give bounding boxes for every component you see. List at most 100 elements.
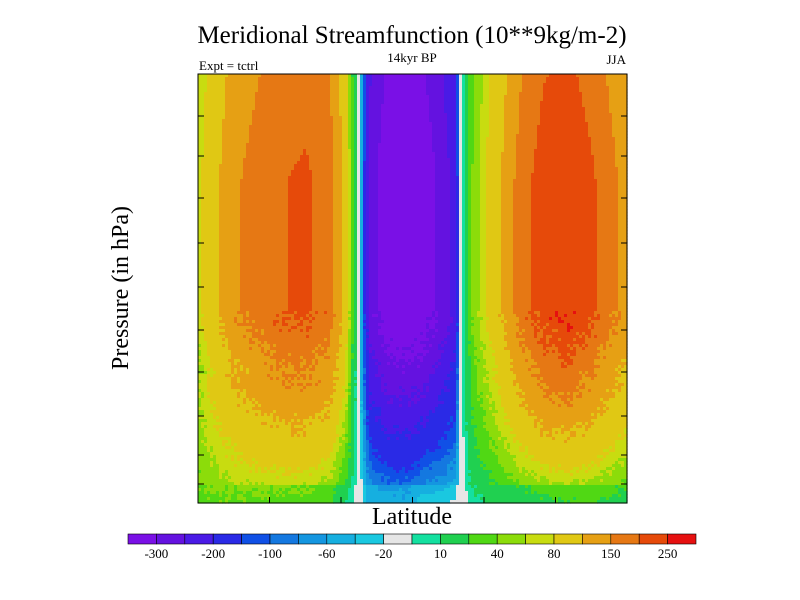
contour-cell xyxy=(267,350,271,354)
contour-cell xyxy=(459,254,463,258)
contour-cell xyxy=(360,278,364,282)
contour-cell xyxy=(405,389,418,393)
contour-cell xyxy=(564,320,592,324)
contour-cell xyxy=(504,440,514,444)
contour-cell xyxy=(435,215,451,219)
contour-cell xyxy=(519,116,541,120)
contour-cell xyxy=(468,239,472,243)
contour-cell xyxy=(300,317,304,321)
contour-cell xyxy=(519,479,538,483)
contour-cell xyxy=(363,323,367,327)
contour-cell xyxy=(465,332,469,336)
contour-cell xyxy=(471,248,481,252)
contour-cell xyxy=(351,296,355,300)
contour-cell xyxy=(459,404,463,408)
contour-cell xyxy=(264,362,268,366)
contour-cell xyxy=(366,464,373,468)
contour-cell xyxy=(201,323,226,327)
contour-cell xyxy=(534,476,541,480)
contour-cell xyxy=(219,464,235,468)
contour-cell xyxy=(483,80,490,84)
contour-cell xyxy=(414,344,427,348)
contour-cell xyxy=(513,203,532,207)
contour-cell xyxy=(372,461,382,465)
contour-cell xyxy=(207,74,229,78)
contour-cell xyxy=(468,179,472,183)
contour-cell xyxy=(450,170,457,174)
contour-cell xyxy=(366,146,370,150)
contour-cell xyxy=(450,206,457,210)
contour-cell xyxy=(429,449,436,453)
contour-cell xyxy=(240,236,289,240)
contour-cell xyxy=(312,269,334,273)
contour-cell xyxy=(363,110,367,114)
contour-cell xyxy=(240,269,289,273)
contour-cell xyxy=(264,329,280,333)
contour-cell xyxy=(384,74,427,78)
contour-cell xyxy=(348,182,352,186)
contour-cell xyxy=(207,383,232,387)
contour-cell xyxy=(330,329,343,333)
contour-cell xyxy=(576,434,583,438)
contour-cell xyxy=(252,332,262,336)
contour-cell xyxy=(444,389,451,393)
contour-cell xyxy=(450,239,457,243)
contour-cell xyxy=(351,362,358,366)
contour-cell xyxy=(354,248,358,252)
contour-cell xyxy=(591,329,610,333)
contour-cell xyxy=(198,254,202,258)
contour-cell xyxy=(447,341,457,345)
contour-cell xyxy=(594,170,619,174)
contour-cell xyxy=(486,311,502,315)
contour-cell xyxy=(363,380,367,384)
contour-cell xyxy=(486,203,502,207)
contour-cell xyxy=(450,299,457,303)
contour-cell xyxy=(480,308,487,312)
contour-cell xyxy=(609,98,628,102)
contour-cell xyxy=(450,254,457,258)
contour-cell xyxy=(582,374,586,378)
contour-cell xyxy=(348,254,352,258)
contour-cell xyxy=(348,362,352,366)
contour-cell xyxy=(435,317,454,321)
contour-cell xyxy=(441,458,454,462)
contour-cell xyxy=(357,128,361,132)
contour-cell xyxy=(543,326,547,330)
contour-cell xyxy=(348,293,352,297)
contour-cell xyxy=(288,302,313,306)
contour-cell xyxy=(363,128,367,132)
contour-cell xyxy=(486,464,502,468)
contour-cell xyxy=(450,305,457,309)
contour-cell xyxy=(375,353,388,357)
contour-cell xyxy=(336,428,346,432)
contour-cell xyxy=(465,128,469,132)
contour-cell xyxy=(222,119,253,123)
contour-cell xyxy=(471,377,478,381)
contour-cell xyxy=(219,332,253,336)
contour-cell xyxy=(480,254,487,258)
contour-cell xyxy=(459,341,463,345)
contour-cell xyxy=(465,215,469,219)
contour-cell xyxy=(288,227,313,231)
contour-cell xyxy=(354,374,358,378)
contour-cell xyxy=(303,470,331,474)
contour-cell xyxy=(606,470,613,474)
contour-cell xyxy=(207,374,211,378)
contour-cell xyxy=(585,425,592,429)
chart-title: Meridional Streamfunction (10**9kg/m-2) xyxy=(197,22,626,49)
contour-cell xyxy=(318,383,337,387)
contour-cell xyxy=(363,392,367,396)
contour-cell xyxy=(351,248,355,252)
contour-cell xyxy=(378,182,436,186)
contour-cell xyxy=(342,200,349,204)
contour-cell xyxy=(432,125,448,129)
contour-cell xyxy=(366,290,370,294)
contour-cell xyxy=(369,119,382,123)
contour-cell xyxy=(273,425,277,429)
contour-cell xyxy=(348,467,355,471)
contour-cell xyxy=(462,281,466,285)
contour-cell xyxy=(339,434,343,438)
contour-cell xyxy=(333,305,343,309)
contour-cell xyxy=(342,296,349,300)
contour-cell xyxy=(462,212,466,216)
